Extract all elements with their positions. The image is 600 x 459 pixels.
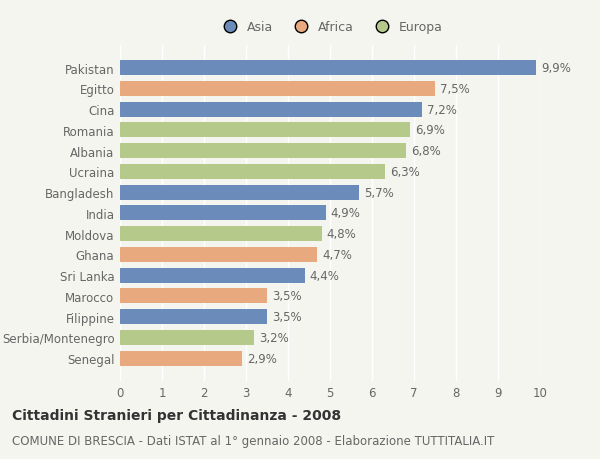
Text: Cittadini Stranieri per Cittadinanza - 2008: Cittadini Stranieri per Cittadinanza - 2…: [12, 409, 341, 422]
Text: 4,9%: 4,9%: [331, 207, 361, 220]
Text: 6,8%: 6,8%: [410, 145, 440, 158]
Text: 3,5%: 3,5%: [272, 310, 302, 324]
Text: 4,7%: 4,7%: [322, 248, 352, 261]
Bar: [120, 309, 267, 325]
Text: 7,2%: 7,2%: [427, 103, 457, 117]
Text: 6,3%: 6,3%: [389, 166, 419, 179]
Bar: [120, 185, 359, 200]
Bar: [120, 82, 435, 97]
Bar: [120, 289, 267, 304]
Text: 3,5%: 3,5%: [272, 290, 302, 302]
Bar: [120, 330, 254, 345]
Bar: [120, 165, 385, 179]
Text: 3,2%: 3,2%: [259, 331, 289, 344]
Bar: [120, 227, 322, 241]
Bar: [120, 123, 410, 138]
Bar: [120, 206, 326, 221]
Bar: [120, 351, 242, 366]
Text: 2,9%: 2,9%: [247, 352, 277, 365]
Bar: [120, 247, 317, 262]
Text: 5,7%: 5,7%: [364, 186, 394, 199]
Text: 7,5%: 7,5%: [440, 83, 470, 96]
Bar: [120, 102, 422, 118]
Legend: Asia, Africa, Europa: Asia, Africa, Europa: [215, 19, 445, 37]
Bar: [120, 144, 406, 159]
Text: 9,9%: 9,9%: [541, 62, 571, 75]
Bar: [120, 61, 536, 76]
Text: 6,9%: 6,9%: [415, 124, 445, 137]
Text: 4,4%: 4,4%: [310, 269, 340, 282]
Bar: [120, 268, 305, 283]
Text: 4,8%: 4,8%: [326, 228, 356, 241]
Text: COMUNE DI BRESCIA - Dati ISTAT al 1° gennaio 2008 - Elaborazione TUTTITALIA.IT: COMUNE DI BRESCIA - Dati ISTAT al 1° gen…: [12, 434, 494, 447]
